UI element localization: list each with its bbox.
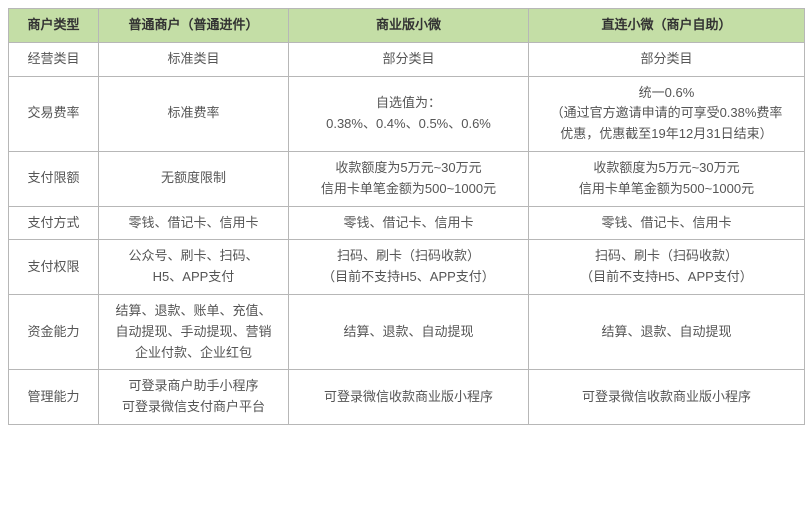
table-cell: 可登录微信收款商业版小程序 [529,370,805,425]
table-cell: 部分类目 [289,42,529,76]
table-row: 管理能力可登录商户助手小程序 可登录微信支付商户平台可登录微信收款商业版小程序可… [9,370,805,425]
row-label: 交易费率 [9,76,99,151]
row-label: 支付限额 [9,151,99,206]
row-label: 经营类目 [9,42,99,76]
table-cell: 无额度限制 [99,151,289,206]
table-cell: 可登录商户助手小程序 可登录微信支付商户平台 [99,370,289,425]
table-cell: 结算、退款、自动提现 [529,294,805,369]
row-label: 支付方式 [9,206,99,240]
table-cell: 标准类目 [99,42,289,76]
col-header-0: 商户类型 [9,9,99,43]
table-cell: 零钱、借记卡、信用卡 [99,206,289,240]
table-cell: 结算、退款、自动提现 [289,294,529,369]
table-cell: 收款额度为5万元~30万元 信用卡单笔金额为500~1000元 [289,151,529,206]
table-row: 支付方式零钱、借记卡、信用卡零钱、借记卡、信用卡零钱、借记卡、信用卡 [9,206,805,240]
table-row: 交易费率标准费率自选值为： 0.38%、0.4%、0.5%、0.6%统一0.6%… [9,76,805,151]
table-row: 资金能力结算、退款、账单、充值、 自动提现、手动提现、营销 企业付款、企业红包结… [9,294,805,369]
table-body: 经营类目标准类目部分类目部分类目交易费率标准费率自选值为： 0.38%、0.4%… [9,42,805,424]
col-header-1: 普通商户（普通进件） [99,9,289,43]
row-label: 支付权限 [9,240,99,295]
table-cell: 公众号、刷卡、扫码、 H5、APP支付 [99,240,289,295]
table-row: 经营类目标准类目部分类目部分类目 [9,42,805,76]
table-header: 商户类型 普通商户（普通进件） 商业版小微 直连小微（商户自助） [9,9,805,43]
table-header-row: 商户类型 普通商户（普通进件） 商业版小微 直连小微（商户自助） [9,9,805,43]
table-cell: 可登录微信收款商业版小程序 [289,370,529,425]
row-label: 资金能力 [9,294,99,369]
row-label: 管理能力 [9,370,99,425]
table-row: 支付权限公众号、刷卡、扫码、 H5、APP支付扫码、刷卡（扫码收款） （目前不支… [9,240,805,295]
merchant-comparison-table: 商户类型 普通商户（普通进件） 商业版小微 直连小微（商户自助） 经营类目标准类… [8,8,805,425]
col-header-3: 直连小微（商户自助） [529,9,805,43]
table-cell: 零钱、借记卡、信用卡 [289,206,529,240]
table-cell: 部分类目 [529,42,805,76]
table-cell: 标准费率 [99,76,289,151]
table-cell: 扫码、刷卡（扫码收款） （目前不支持H5、APP支付） [529,240,805,295]
table-cell: 收款额度为5万元~30万元 信用卡单笔金额为500~1000元 [529,151,805,206]
table-cell: 结算、退款、账单、充值、 自动提现、手动提现、营销 企业付款、企业红包 [99,294,289,369]
table-cell: 扫码、刷卡（扫码收款） （目前不支持H5、APP支付） [289,240,529,295]
table-cell: 零钱、借记卡、信用卡 [529,206,805,240]
col-header-2: 商业版小微 [289,9,529,43]
table-cell: 统一0.6% （通过官方邀请申请的可享受0.38%费率 优惠，优惠截至19年12… [529,76,805,151]
table-cell: 自选值为： 0.38%、0.4%、0.5%、0.6% [289,76,529,151]
table-row: 支付限额无额度限制收款额度为5万元~30万元 信用卡单笔金额为500~1000元… [9,151,805,206]
